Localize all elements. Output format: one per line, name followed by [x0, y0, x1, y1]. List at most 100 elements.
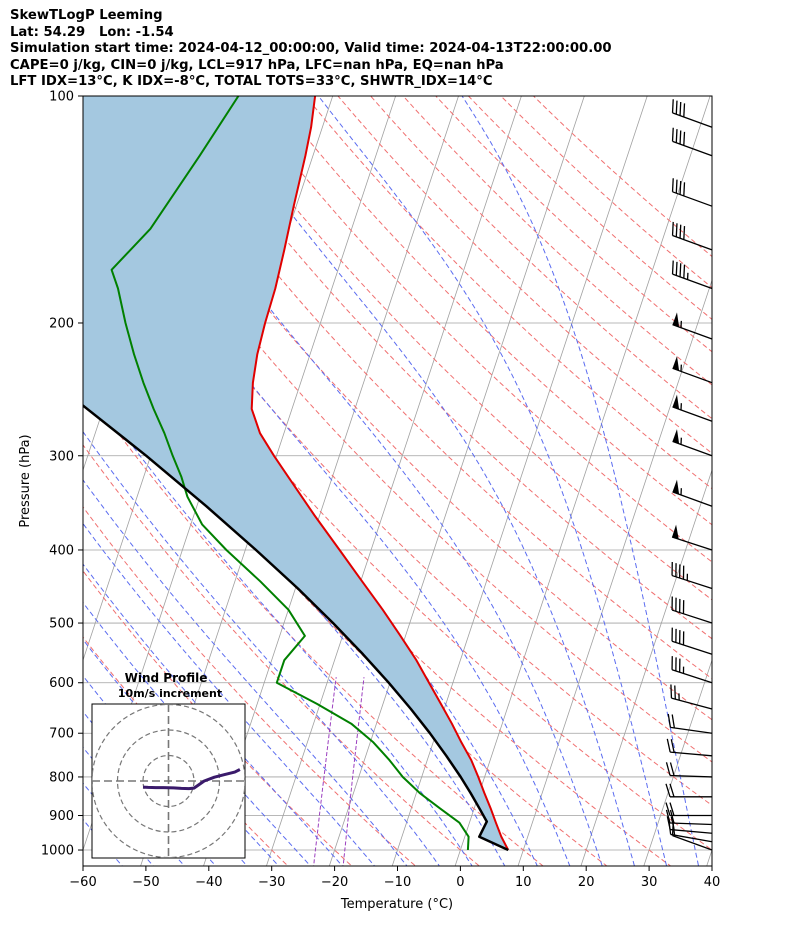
wind-barb-flag	[679, 224, 682, 239]
wind-barb-flag	[669, 802, 675, 816]
wind-barb-flag	[683, 182, 686, 196]
wind-barb-flag	[666, 738, 671, 753]
dry-adiabat-line	[467, 96, 712, 320]
wind-barb-flag	[671, 221, 674, 236]
y-tick-label: 700	[49, 727, 74, 742]
wind-barb-shaft	[670, 751, 713, 757]
wind-barb-shaft	[672, 234, 713, 251]
wind-barb-flag	[683, 103, 686, 117]
dry-adiabat-line	[369, 96, 712, 420]
wind-barb	[672, 356, 713, 384]
wind-barb-flag	[679, 130, 682, 145]
wind-barb-flag	[665, 809, 671, 824]
wind-barb	[671, 627, 713, 655]
wind-barb	[671, 561, 713, 590]
mixing-ratio-line	[313, 677, 337, 866]
hodograph-inset	[91, 703, 246, 859]
wind-barb-flag	[667, 713, 672, 728]
moist-adiabat-line	[83, 522, 376, 866]
chart-location: Lat: 54.29 Lon: -1.54	[10, 24, 174, 40]
isotherm-line	[0, 79, 87, 881]
chart-title-block: SkewTLogP Leeming Lat: 54.29 Lon: -1.54 …	[10, 8, 612, 91]
wind-barb	[670, 684, 713, 710]
wind-barb-pennant	[672, 312, 680, 327]
isotherm-line	[517, 278, 712, 866]
wind-barb-shaft	[671, 697, 713, 710]
isotherm-line	[706, 848, 712, 866]
wind-barb-shaft	[672, 191, 713, 207]
wind-barb-shaft	[672, 367, 713, 384]
y-tick-label: 200	[49, 316, 74, 331]
wind-barb	[671, 221, 713, 251]
wind-barb-shaft	[670, 828, 713, 834]
wind-barb	[667, 713, 713, 734]
wind-barb-pennant	[672, 429, 680, 444]
hodograph-title: Wind Profile	[125, 671, 208, 685]
moist-adiabat-line	[83, 563, 344, 866]
dewpoint-line	[110, 96, 470, 851]
wind-barb-shaft	[671, 669, 713, 684]
moist-adiabat-line	[461, 96, 700, 866]
wind-barb-flag	[671, 260, 674, 275]
wind-barb	[672, 479, 713, 507]
dry-adiabat-line	[83, 636, 289, 866]
wind-barb	[665, 762, 713, 778]
x-tick-label: −50	[132, 875, 159, 890]
wind-barb	[671, 260, 713, 290]
y-tick-label: 800	[49, 770, 74, 785]
wind-barb-flag	[665, 802, 671, 816]
wind-barb-flag	[683, 264, 686, 279]
wind-barb-flag	[665, 783, 671, 797]
dry-adiabat-line	[304, 96, 712, 490]
x-tick-label: −60	[69, 875, 96, 890]
wind-barb	[665, 809, 713, 826]
chart-title: SkewTLogP Leeming	[10, 8, 163, 23]
wind-barb-flag	[671, 99, 674, 113]
x-tick-label: 40	[704, 875, 721, 890]
wind-barb-flag	[671, 714, 676, 729]
isotherm-line	[328, 96, 585, 866]
wind-barb-flag	[669, 783, 675, 797]
dry-adiabat-line	[83, 506, 417, 866]
moist-adiabat-line	[83, 601, 312, 866]
wind-barb-shaft	[671, 536, 713, 551]
wind-barb	[672, 429, 713, 457]
isotherm-line	[265, 96, 522, 866]
chart-times: Simulation start time: 2024-04-12_00:00:…	[10, 41, 612, 57]
y-tick-label: 600	[49, 676, 74, 691]
x-axis-label: Temperature (°C)	[340, 897, 453, 912]
y-tick-label: 300	[49, 449, 74, 464]
wind-barb-pennant	[672, 479, 680, 495]
moist-adiabat-line	[318, 96, 668, 866]
wind-barb-shaft	[672, 140, 713, 157]
x-tick-label: 10	[515, 875, 532, 890]
moist-adiabat-line	[115, 96, 603, 866]
wind-barb-flag	[679, 180, 682, 195]
wind-barb-shaft	[671, 609, 713, 624]
x-tick-label: −40	[195, 875, 222, 890]
y-tick-label: 1000	[41, 844, 74, 859]
dry-adiabat-line	[239, 96, 712, 563]
wind-barb-flag	[679, 263, 682, 277]
wind-barb	[672, 312, 713, 340]
wind-barbs	[665, 99, 713, 851]
wind-barb	[671, 127, 713, 157]
wind-barb-flag	[675, 100, 678, 115]
wind-barb-flag	[675, 129, 678, 143]
chart-cape-line: CAPE=0 j/kg, CIN=0 j/kg, LCL=917 hPa, LF…	[10, 57, 504, 73]
y-tick-label: 500	[49, 617, 74, 632]
isotherm-line	[391, 96, 648, 866]
dry-adiabat-line	[272, 96, 712, 526]
wind-barb-flag	[670, 739, 675, 753]
wind-barb-shaft	[672, 440, 713, 457]
wind-barb	[665, 802, 712, 817]
wind-barb-flag	[669, 762, 675, 776]
cape-shaded-area	[83, 96, 509, 850]
y-axis-label: Pressure (hPa)	[18, 434, 33, 527]
wind-barb-pennant	[672, 394, 680, 410]
wind-barb-flag	[683, 131, 686, 146]
wind-barb-shaft	[670, 726, 713, 734]
wind-barb-shaft	[671, 574, 713, 590]
parcel-path-line	[83, 403, 509, 852]
wind-barb-flag	[675, 261, 678, 276]
